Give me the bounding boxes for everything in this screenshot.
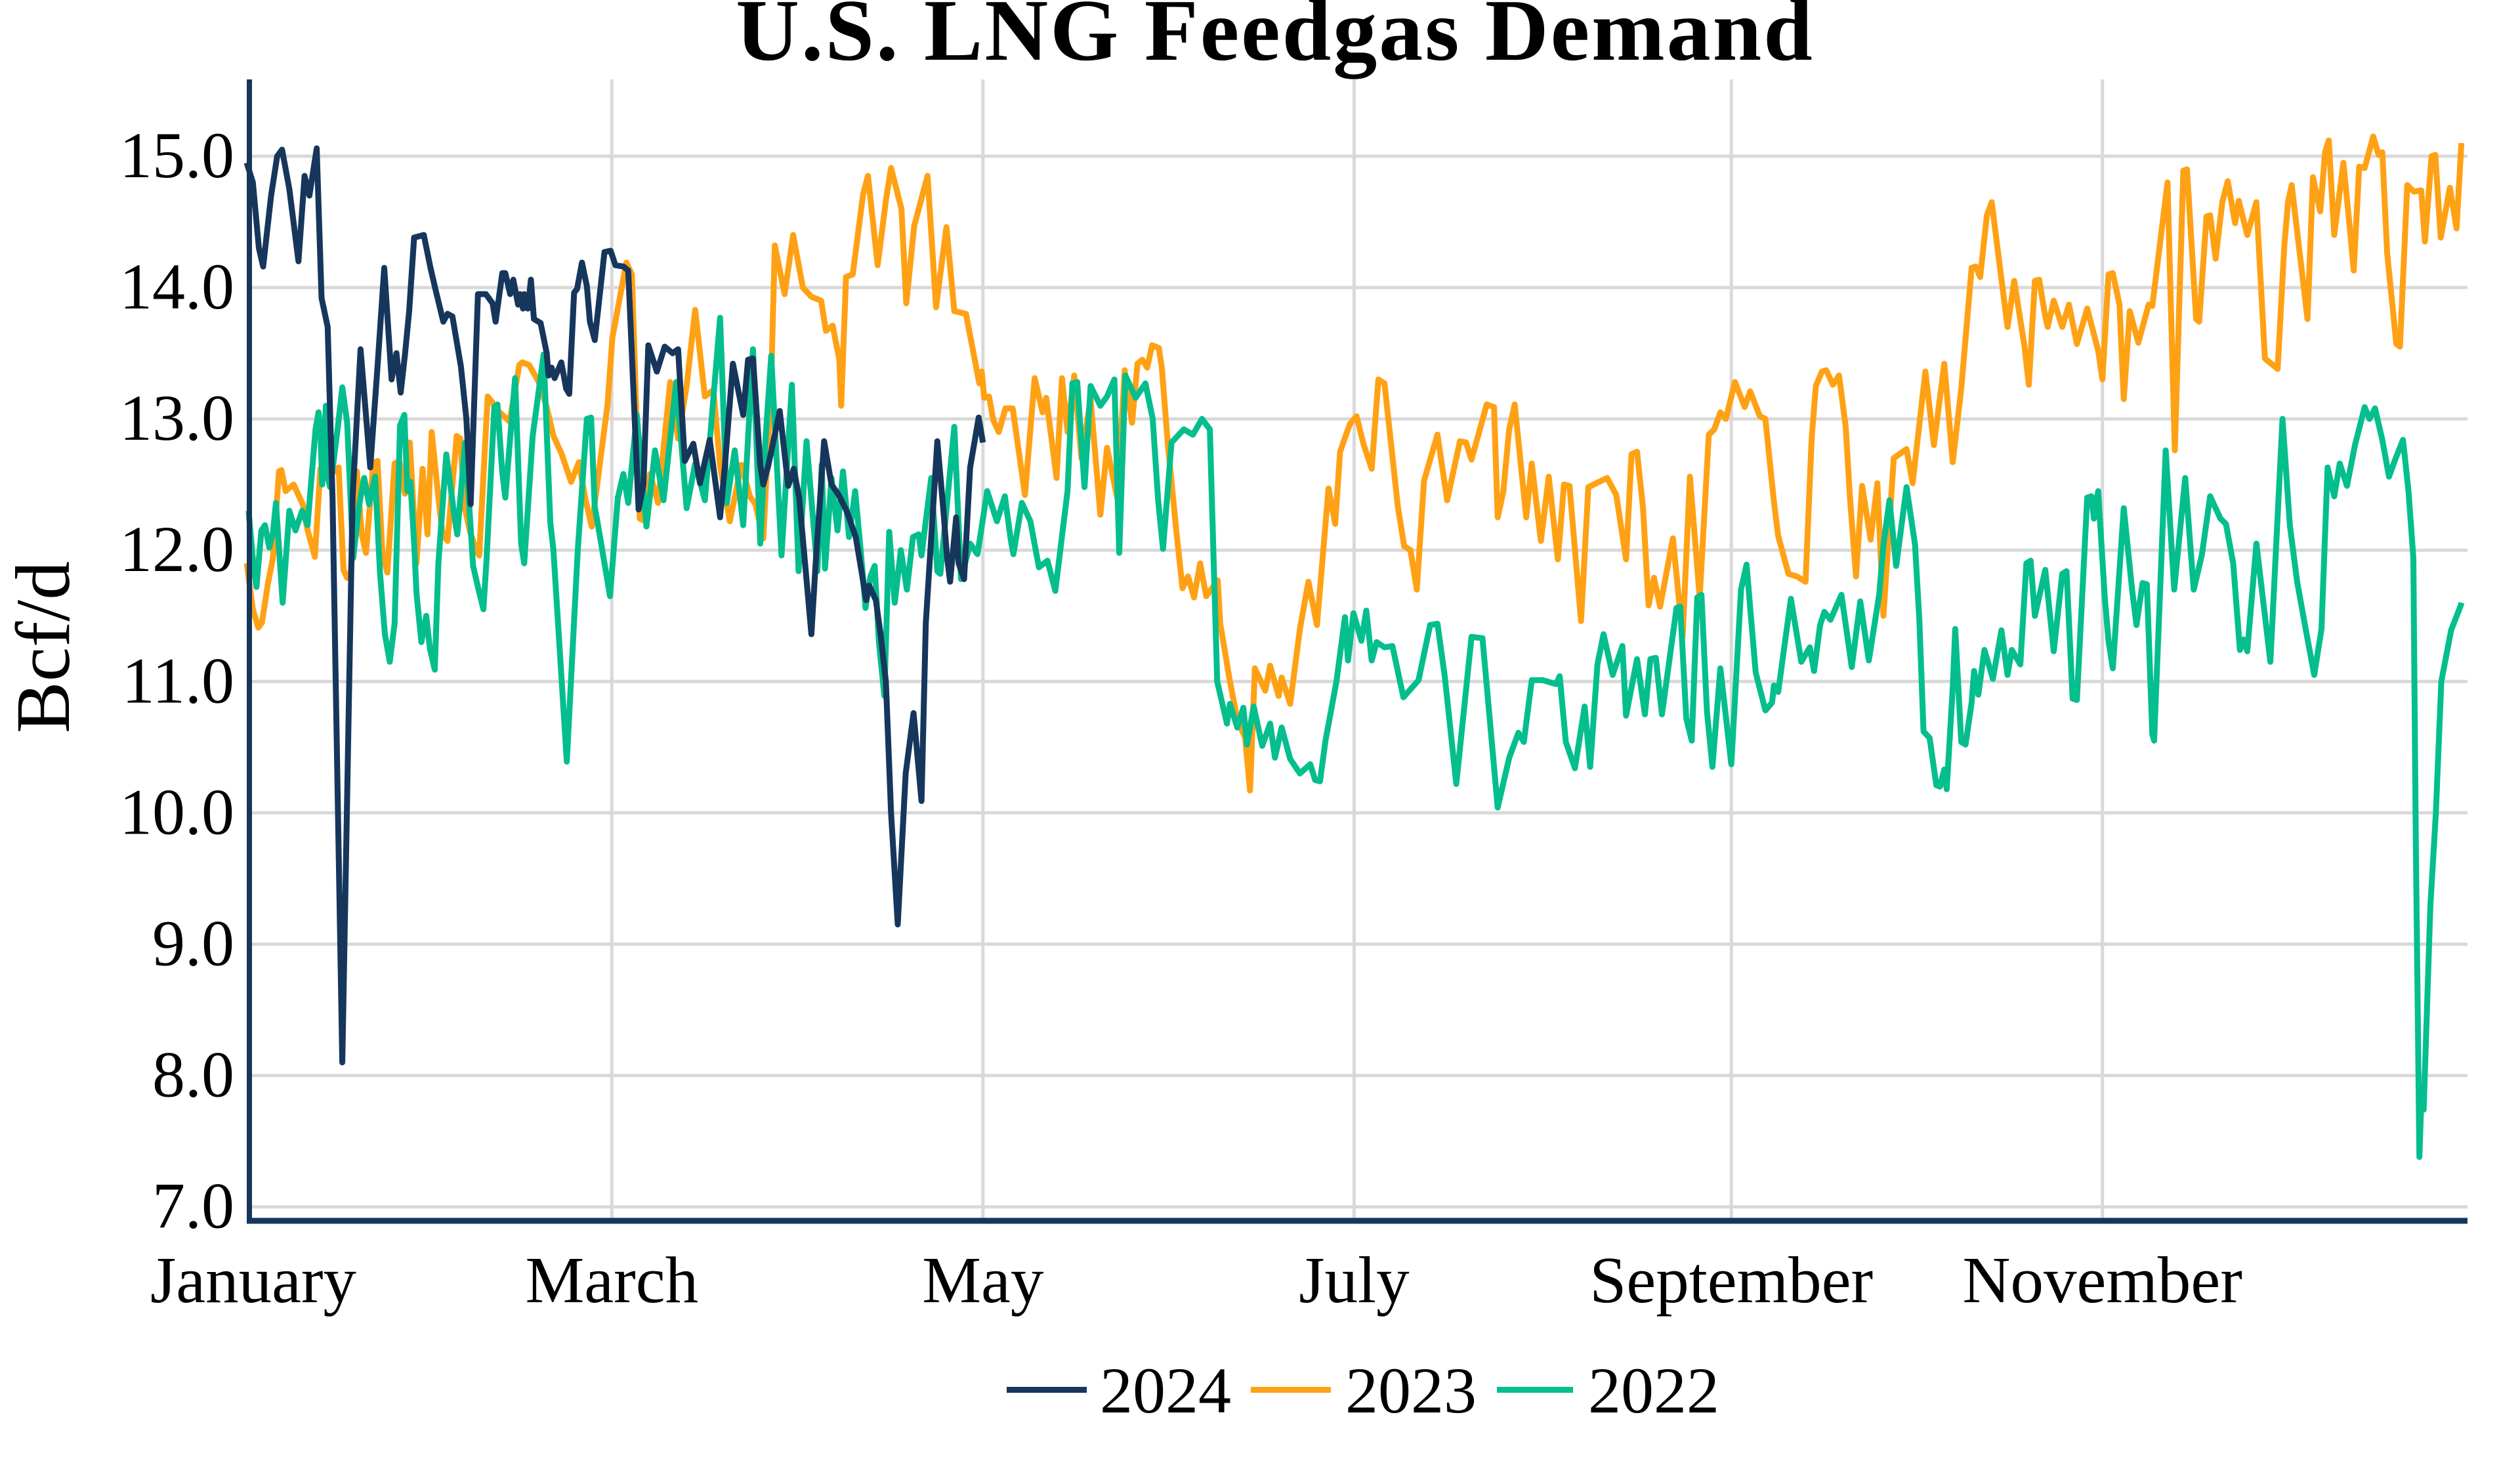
svg-text:2022: 2022 xyxy=(1588,1354,1719,1427)
svg-text:May: May xyxy=(922,1243,1044,1317)
svg-text:March: March xyxy=(525,1243,698,1317)
svg-text:13.0: 13.0 xyxy=(119,381,234,454)
svg-text:9.0: 9.0 xyxy=(152,907,234,980)
svg-text:2023: 2023 xyxy=(1345,1354,1477,1427)
svg-text:10.0: 10.0 xyxy=(119,775,234,848)
svg-text:July: July xyxy=(1299,1243,1410,1317)
svg-text:7.0: 7.0 xyxy=(152,1170,234,1242)
svg-text:U.S. LNG Feedgas Demand: U.S. LNG Feedgas Demand xyxy=(736,0,1815,79)
svg-text:14.0: 14.0 xyxy=(119,250,234,323)
svg-text:8.0: 8.0 xyxy=(152,1038,234,1111)
svg-text:November: November xyxy=(1963,1243,2242,1317)
svg-text:Bcf/d: Bcf/d xyxy=(0,561,86,733)
svg-text:12.0: 12.0 xyxy=(119,513,234,585)
svg-text:January: January xyxy=(150,1243,357,1317)
svg-text:2024: 2024 xyxy=(1100,1354,1231,1427)
svg-text:15.0: 15.0 xyxy=(119,119,234,192)
svg-text:11.0: 11.0 xyxy=(122,644,234,717)
svg-text:September: September xyxy=(1589,1243,1873,1317)
